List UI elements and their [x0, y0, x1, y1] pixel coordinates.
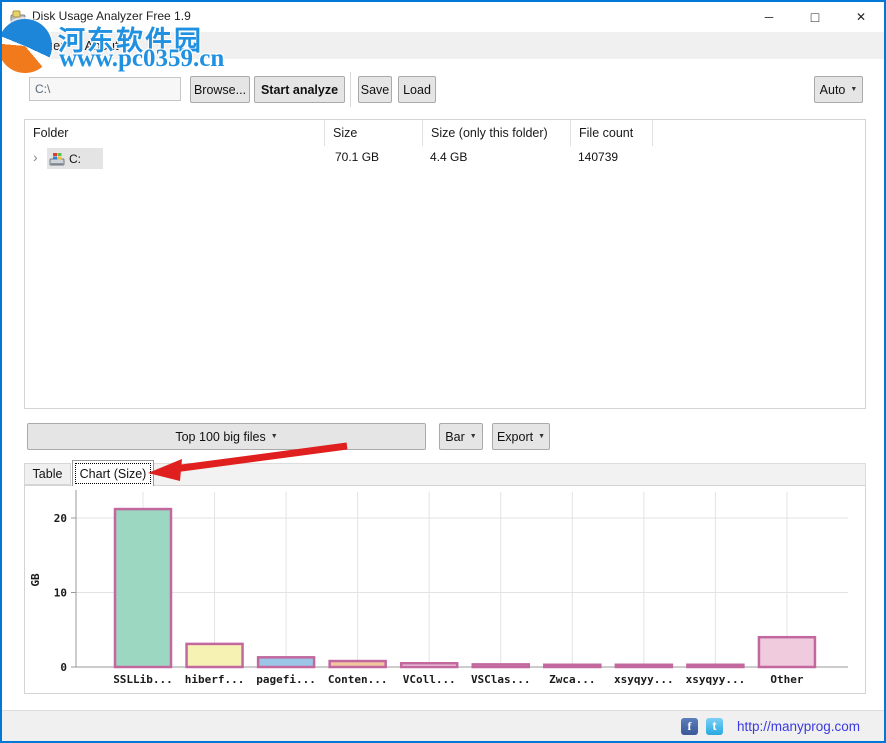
maximize-button[interactable]: □ [810, 9, 820, 25]
x-category-label: VSClas... [471, 673, 531, 686]
footer: f t http://manyprog.com [2, 710, 884, 741]
tab-strip [154, 463, 866, 485]
x-category-label: SSLLib... [113, 673, 173, 686]
chart-bar [256, 656, 316, 669]
x-category-label: VColl... [403, 673, 456, 686]
cell-file-count: 140739 [578, 150, 619, 164]
browse-button[interactable]: Browse... [190, 76, 250, 103]
chevron-down-icon: ▼ [538, 433, 546, 440]
y-tick-label: 20 [54, 512, 67, 525]
folder-table: Folder Size Size (only this folder) File… [24, 119, 866, 409]
export-label: Export [496, 429, 534, 444]
app-icon [10, 10, 26, 24]
export-dropdown[interactable]: Export ▼ [492, 423, 550, 450]
tab-table[interactable]: Table [24, 463, 71, 485]
chart-bar [543, 663, 602, 669]
column-header-folder[interactable]: Folder [25, 120, 325, 146]
chart-type-label: Bar [445, 429, 465, 444]
y-tick-label: 0 [60, 661, 67, 674]
load-button[interactable]: Load [398, 76, 436, 103]
x-category-label: pagefi... [256, 673, 316, 686]
chart-bar [614, 663, 674, 669]
x-category-label: Zwca... [549, 673, 595, 686]
save-button[interactable]: Save [358, 76, 392, 103]
drive-item[interactable]: C: [47, 148, 103, 169]
chart-bar [185, 642, 244, 669]
y-tick-label: 10 [54, 587, 67, 600]
folder-table-header: Folder Size Size (only this folder) File… [25, 120, 865, 146]
x-category-label: hiberf... [185, 673, 245, 686]
cell-size: 70.1 GB [335, 150, 380, 164]
drive-icon [49, 152, 65, 165]
manyprog-link[interactable]: http://manyprog.com [736, 718, 860, 734]
top-files-label: Top 100 big files [175, 429, 266, 444]
top-files-dropdown[interactable]: Top 100 big files ▼ [27, 423, 426, 450]
chart-bar [399, 662, 459, 669]
chevron-down-icon: ▼ [850, 86, 858, 93]
window-title: Disk Usage Analyzer Free 1.9 [32, 9, 191, 23]
x-category-label: Other [770, 673, 803, 686]
chevron-down-icon: ▼ [469, 433, 477, 440]
chart-type-dropdown[interactable]: Bar ▼ [439, 423, 483, 450]
path-input[interactable] [29, 77, 181, 101]
x-category-label: xsyqyy... [614, 673, 674, 686]
y-axis-label: GB [29, 573, 42, 587]
cell-size-only: 4.4 GB [430, 150, 468, 164]
twitter-icon[interactable]: t [705, 717, 723, 735]
chevron-down-icon: ▼ [270, 433, 278, 440]
x-category-label: Conten... [328, 673, 388, 686]
tab-chart-size[interactable]: Chart (Size) [72, 460, 154, 486]
chart-panel: 0 10 20 GB SSLLib... hiberf... pagefi... Conten… [24, 485, 866, 694]
table-row[interactable]: › C: 70.1 GB 4.4 GB 140739 [25, 146, 865, 171]
column-header-file-count[interactable]: File count [571, 120, 653, 146]
minimize-button[interactable]: ─ [764, 10, 774, 24]
auto-dropdown-label: Auto [819, 82, 846, 97]
chart-bar [471, 663, 530, 669]
expand-chevron-icon[interactable]: › [33, 149, 38, 165]
size-chart: 0 10 20 GB SSLLib... hiberf... pagefi... Conten… [29, 490, 848, 686]
toolbar-separator [350, 72, 351, 107]
auto-dropdown[interactable]: Auto ▼ [814, 76, 863, 103]
tab-chart-size-label: Chart (Size) [79, 466, 147, 481]
drive-label: C: [69, 151, 81, 166]
chart-bar [328, 659, 387, 669]
column-header-size-only[interactable]: Size (only this folder) [423, 120, 571, 146]
column-header-size[interactable]: Size [325, 120, 423, 146]
start-analyze-button[interactable]: Start analyze [254, 76, 345, 103]
menu-item-analyzer[interactable]: Analyzer [14, 38, 65, 53]
chart-bar [113, 507, 173, 669]
menu-bar: Analyzer About [2, 32, 884, 59]
facebook-icon[interactable]: f [680, 717, 698, 735]
close-button[interactable]: ✕ [855, 10, 867, 24]
window-controls: ─ □ ✕ [746, 2, 884, 32]
chart-bar [757, 635, 817, 669]
x-category-label: xsyqyy... [686, 673, 746, 686]
chart-bar [686, 663, 745, 669]
menu-item-about[interactable]: About [84, 38, 119, 53]
title-bar: Disk Usage Analyzer Free 1.9 ─ □ ✕ [2, 2, 884, 32]
